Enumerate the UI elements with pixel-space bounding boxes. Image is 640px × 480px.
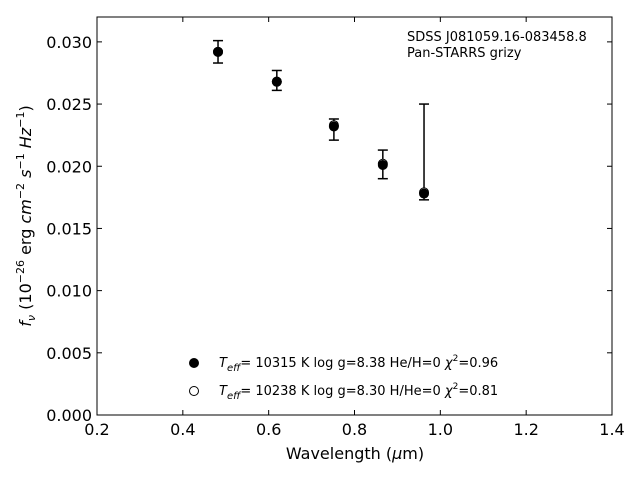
x-tick-label: 0.8 xyxy=(342,420,367,439)
y-tick-label: 0.010 xyxy=(46,282,92,301)
model-point-filled xyxy=(377,160,388,171)
model-point-filled xyxy=(419,188,430,199)
x-tick-label: 1.0 xyxy=(428,420,453,439)
y-tick-label: 0.005 xyxy=(46,344,92,363)
model-point-filled xyxy=(213,46,224,57)
y-tick-label: 0.000 xyxy=(46,406,92,425)
x-tick-label: 1.4 xyxy=(599,420,624,439)
model-point-filled xyxy=(271,76,282,87)
annotation-object-name: SDSS J081059.16-083458.8 xyxy=(407,30,587,45)
y-tick-label: 0.015 xyxy=(46,219,92,238)
annotation-survey: Pan-STARRS grizy xyxy=(407,46,522,61)
y-tick-label: 0.020 xyxy=(46,157,92,176)
x-tick-label: 0.2 xyxy=(84,420,109,439)
legend-label-2: Teff= 10238 K log g=8.30 H/He=0 χ2=0.81 xyxy=(219,382,498,402)
model-point-filled xyxy=(328,121,339,132)
y-axis-label: fν (10−26 erg cm−2 s−1 Hz−1) xyxy=(14,105,38,326)
legend-marker-filled xyxy=(189,358,199,368)
legend-marker-open xyxy=(189,386,199,396)
axis-ticks: 0.2 0.4 0.6 0.8 1.0 1.2 1.4 0.000 0.005 0.010 0.01… xyxy=(46,17,625,439)
x-tick-label: 1.2 xyxy=(513,420,538,439)
x-axis-label: Wavelength (μm) xyxy=(286,444,424,463)
x-tick-label: 0.6 xyxy=(256,420,281,439)
data-markers xyxy=(213,46,430,199)
legend-label-1: Teff= 10315 K log g=8.38 He/H=0 χ2=0.96 xyxy=(219,354,498,374)
legend: Teff= 10315 K log g=8.38 He/H=0 χ2=0.96 … xyxy=(189,354,498,402)
y-tick-label: 0.030 xyxy=(46,33,92,52)
error-bars xyxy=(213,39,430,201)
y-tick-label: 0.025 xyxy=(46,95,92,114)
x-tick-label: 0.4 xyxy=(170,420,195,439)
